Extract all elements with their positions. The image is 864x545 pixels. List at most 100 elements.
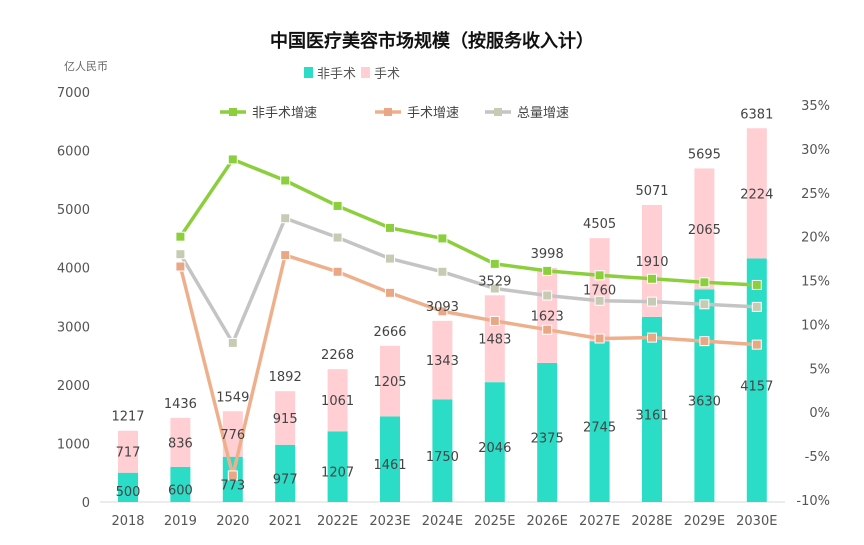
x-tick-label: 2019 bbox=[164, 514, 197, 529]
growth-marker-1 bbox=[280, 250, 291, 261]
label-total: 6381 bbox=[740, 107, 773, 122]
left-tick-label: 2000 bbox=[57, 379, 90, 394]
growth-marker-2 bbox=[280, 213, 291, 224]
label-total: 5071 bbox=[635, 184, 668, 199]
x-tick-label: 2026E bbox=[527, 514, 568, 529]
growth-line-0 bbox=[178, 157, 757, 287]
label-nonsurgical: 2745 bbox=[583, 421, 616, 436]
label-surgical: 836 bbox=[168, 436, 193, 451]
bar-surgical bbox=[432, 320, 453, 400]
bar-nonsurgical bbox=[327, 431, 348, 502]
bar-legend: 非手术 手术 bbox=[304, 67, 400, 82]
left-axis-unit: 亿人民币 bbox=[64, 60, 108, 73]
legend-line-label: 非手术增速 bbox=[252, 106, 317, 121]
left-tick-label: 0 bbox=[82, 496, 90, 511]
growth-marker-0 bbox=[280, 175, 291, 186]
growth-marker-1 bbox=[175, 261, 186, 272]
label-nonsurgical: 3161 bbox=[635, 408, 668, 423]
right-tick-label: 0% bbox=[809, 406, 830, 421]
right-tick-label: 20% bbox=[801, 231, 830, 246]
label-surgical: 915 bbox=[273, 412, 298, 427]
growth-line-2 bbox=[178, 216, 757, 345]
growth-marker-1 bbox=[751, 339, 762, 350]
bar-nonsurgical bbox=[380, 416, 400, 502]
x-tick-label: 2023E bbox=[369, 514, 410, 529]
legend-line-label: 总量增速 bbox=[517, 106, 569, 121]
right-tick-label: 35% bbox=[801, 99, 830, 114]
label-surgical: 2224 bbox=[740, 187, 773, 202]
growth-marker-1 bbox=[542, 324, 553, 335]
right-tick-label: 15% bbox=[801, 275, 830, 290]
label-total: 1436 bbox=[164, 397, 197, 412]
bar-nonsurgical bbox=[484, 382, 505, 502]
label-total: 2268 bbox=[321, 348, 354, 363]
x-tick-label: 2018 bbox=[111, 514, 144, 529]
right-tick-label: -10% bbox=[796, 494, 830, 509]
x-tick-label: 2021 bbox=[269, 514, 302, 529]
growth-marker-2 bbox=[385, 253, 395, 264]
x-tick-label: 2027E bbox=[579, 514, 620, 529]
bar-surgical bbox=[222, 411, 243, 457]
growth-marker-2 bbox=[751, 301, 762, 312]
growth-marker-0 bbox=[332, 200, 343, 211]
label-nonsurgical: 4157 bbox=[740, 379, 773, 394]
bar-surgical bbox=[170, 417, 191, 467]
label-nonsurgical: 1461 bbox=[373, 458, 406, 473]
x-tick-label: 2020 bbox=[216, 514, 249, 529]
left-tick-label: 1000 bbox=[57, 437, 90, 452]
right-tick-label: -5% bbox=[805, 450, 830, 465]
growth-marker-1 bbox=[437, 306, 448, 317]
label-total: 3093 bbox=[426, 300, 459, 315]
growth-marker-0 bbox=[594, 270, 605, 281]
growth-marker-2 bbox=[175, 249, 186, 260]
right-tick-label: 10% bbox=[801, 318, 830, 333]
bar-nonsurgical bbox=[275, 444, 296, 502]
x-tick-label: 2022E bbox=[317, 514, 358, 529]
x-tick-label: 2029E bbox=[684, 514, 725, 529]
bar-nonsurgical bbox=[589, 341, 610, 502]
label-surgical: 1623 bbox=[531, 309, 564, 324]
label-nonsurgical: 773 bbox=[220, 478, 245, 493]
bar-nonsurgical bbox=[118, 472, 138, 502]
bar-surgical bbox=[380, 345, 400, 417]
label-total: 1892 bbox=[269, 370, 302, 385]
right-tick-label: 5% bbox=[809, 362, 830, 377]
growth-marker-0 bbox=[227, 154, 238, 165]
label-total: 2666 bbox=[373, 325, 406, 340]
growth-marker-2 bbox=[542, 290, 553, 301]
growth-marker-1 bbox=[332, 266, 343, 277]
legend-swatch-surgical bbox=[361, 67, 370, 78]
chart-title: 中国医疗美容市场规模（按服务收入计） bbox=[270, 30, 594, 52]
growth-marker-1 bbox=[699, 336, 710, 347]
label-surgical: 1910 bbox=[635, 255, 668, 270]
growth-marker-1 bbox=[594, 333, 605, 344]
label-nonsurgical: 600 bbox=[168, 483, 193, 498]
growth-marker-0 bbox=[385, 222, 395, 233]
legend-marker-swatch bbox=[229, 108, 237, 116]
bar-surgical bbox=[275, 391, 296, 445]
left-tick-label: 7000 bbox=[57, 86, 90, 101]
label-surgical: 776 bbox=[220, 428, 245, 443]
growth-marker-2 bbox=[437, 266, 448, 277]
growth-marker-1 bbox=[647, 332, 657, 343]
label-total: 3998 bbox=[531, 247, 564, 262]
label-surgical: 1760 bbox=[583, 284, 616, 299]
growth-line-1 bbox=[178, 253, 757, 478]
bar-nonsurgical bbox=[746, 258, 767, 502]
bar-surgical bbox=[746, 128, 767, 259]
bar-surgical bbox=[327, 369, 348, 432]
growth-marker-0 bbox=[751, 279, 762, 290]
growth-marker-0 bbox=[542, 265, 553, 276]
growth-marker-0 bbox=[175, 231, 186, 242]
left-tick-label: 3000 bbox=[57, 320, 90, 335]
growth-marker-2 bbox=[594, 295, 605, 306]
growth-marker-2 bbox=[647, 296, 657, 307]
bar-surgical bbox=[694, 168, 715, 290]
bar-nonsurgical bbox=[537, 362, 558, 502]
label-nonsurgical: 1207 bbox=[321, 466, 354, 481]
label-total: 5695 bbox=[688, 147, 721, 162]
growth-marker-2 bbox=[227, 337, 238, 348]
legend-line-label: 手术增速 bbox=[407, 106, 459, 121]
